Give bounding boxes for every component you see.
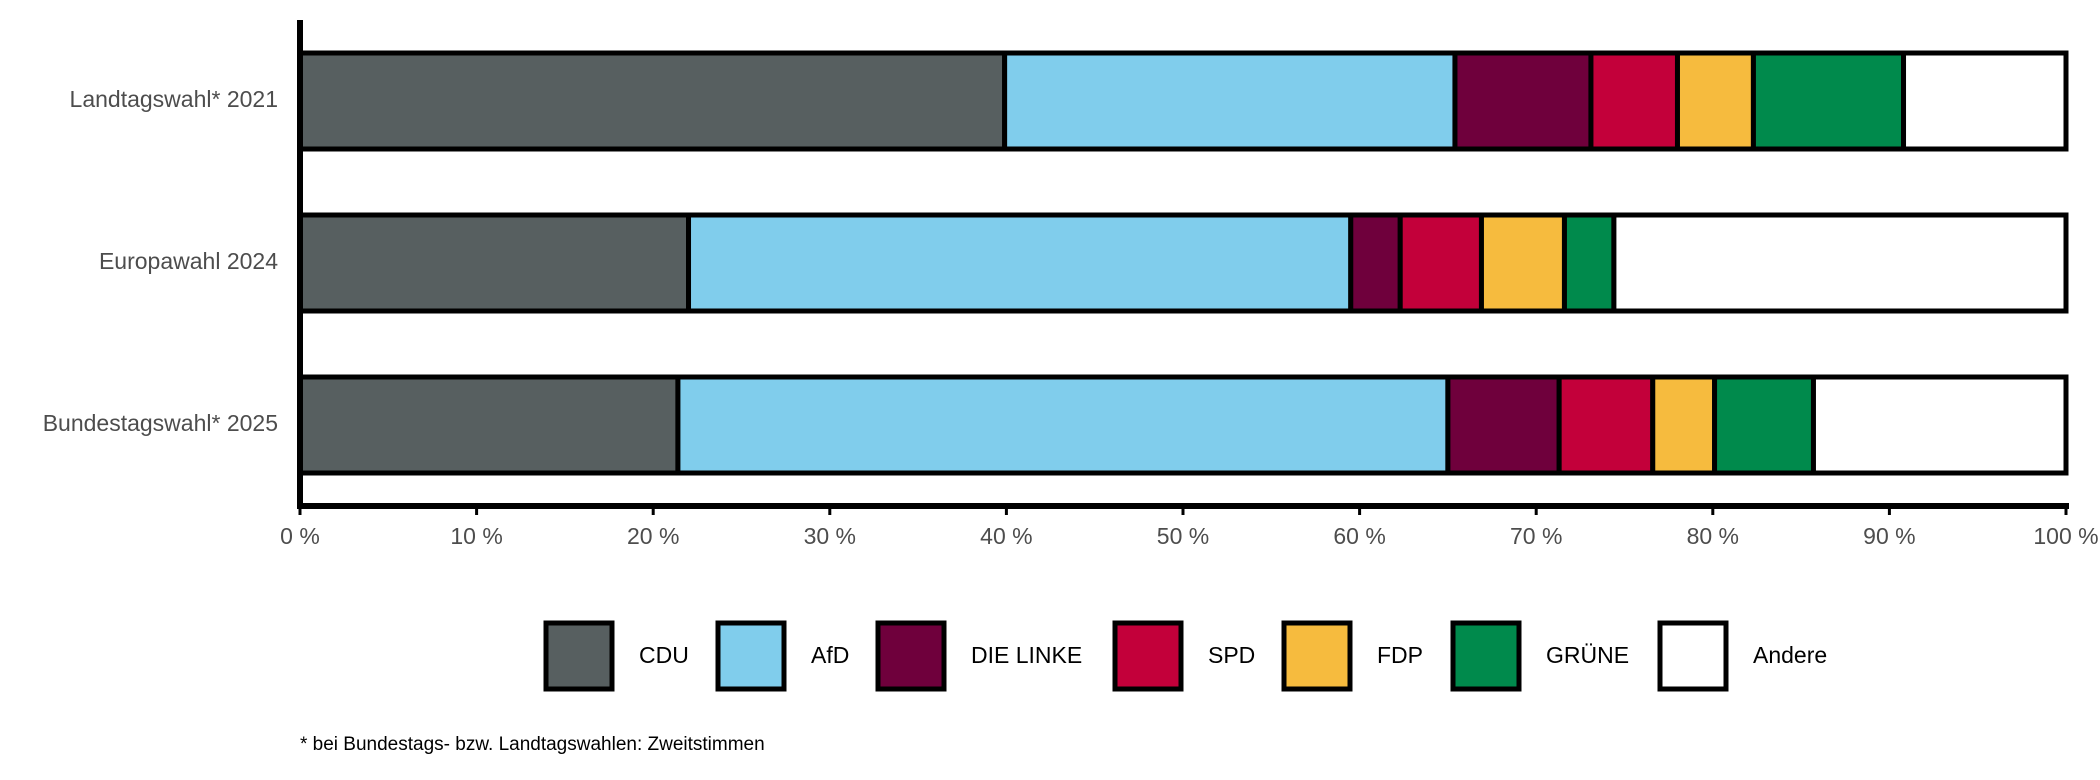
legend-label: FDP [1377,642,1423,668]
bar-segment [1674,50,1756,152]
legend-swatch [1657,620,1729,692]
legend-label: SPD [1208,642,1255,668]
bar-segment [297,50,1008,152]
bar-segment [1002,50,1458,152]
bar-segment [1348,212,1403,314]
y-tick-label: Bundestagswahl* 2025 [43,410,278,436]
bar-segment [1452,50,1594,152]
legend-label: CDU [639,642,689,668]
legend-swatch [1281,620,1353,692]
x-tick-label: 40 % [980,523,1032,549]
legend-swatch [875,620,947,692]
bar-segment [1397,212,1484,314]
x-tick-label: 90 % [1863,523,1915,549]
y-tick-label: Europawahl 2024 [99,248,278,274]
legend-swatch [543,620,615,692]
bar-segment [297,212,692,314]
legend-swatch [1450,620,1522,692]
bar-segment [1810,374,2069,476]
bar-segment [1556,374,1656,476]
x-tick-label: 20 % [627,523,679,549]
x-tick-label: 80 % [1687,523,1739,549]
legend-swatch [1112,620,1184,692]
x-tick-label: 60 % [1333,523,1385,549]
x-tick-label: 50 % [1157,523,1209,549]
legend-label: Andere [1753,642,1827,668]
x-tick-label: 70 % [1510,523,1562,549]
bar-segment [1561,212,1617,314]
y-tick-label: Landtagswahl* 2021 [70,86,278,112]
bar-segment [1611,212,2069,314]
legend-label: AfD [811,642,849,668]
legend-label: DIE LINKE [971,642,1082,668]
x-tick-label: 0 % [280,523,320,549]
bar-segment [686,212,1354,314]
footnote: * bei Bundestags- bzw. Landtagswahlen: Z… [300,734,765,755]
bar-segment [1650,374,1718,476]
bar-segment [1750,50,1907,152]
bar-segment [1445,374,1562,476]
legend-swatch [715,620,787,692]
bar-segment [297,374,681,476]
bar-segment [1712,374,1816,476]
x-tick-label: 10 % [450,523,502,549]
bar-segment [1588,50,1680,152]
bar-segment [675,374,1451,476]
x-tick-label: 30 % [804,523,856,549]
bar-segment [1478,212,1567,314]
legend-label: GRÜNE [1546,642,1629,668]
bar-segment [1901,50,2069,152]
x-tick-label: 100 % [2033,523,2098,549]
